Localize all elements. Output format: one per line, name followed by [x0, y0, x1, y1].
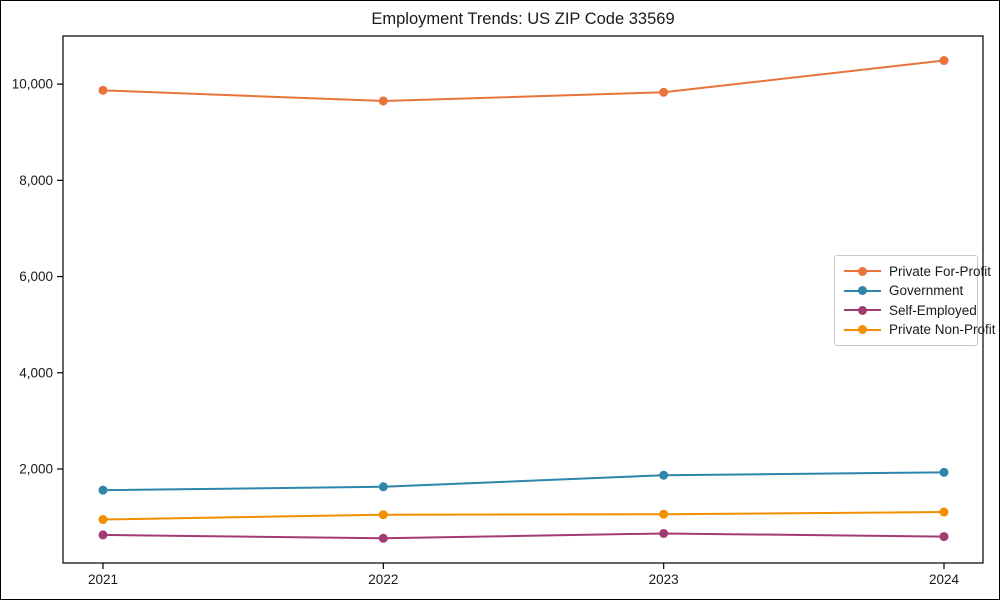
data-point-self-employed-2021	[98, 530, 108, 540]
data-point-private-non-profit-2024	[939, 507, 949, 517]
legend-label: Private For-Profit	[889, 263, 992, 279]
axes-layer: 2,000 4,000 6,000 8,000 10,000 2021 2022 2023 20…	[12, 77, 960, 587]
y-axis-tick-label: 10,000	[12, 77, 53, 92]
x-axis-tick-label: 2024	[929, 572, 960, 587]
data-point-private-for-profit-2023	[659, 87, 669, 97]
data-point-private-non-profit-2023	[659, 509, 669, 519]
data-point-private-for-profit-2024	[939, 56, 949, 66]
data-point-self-employed-2022	[378, 533, 388, 543]
legend-marker-icon	[844, 305, 881, 315]
legend-entry-private-for-profit: Private For-Profit	[844, 262, 991, 280]
data-point-government-2024	[939, 467, 949, 477]
legend-label: Government	[889, 283, 964, 299]
y-axis-tick-label: 4,000	[19, 365, 53, 380]
series-line-private-non-profit	[102, 511, 945, 521]
legend: Private For-Profit Government Self-Employe…	[834, 255, 996, 346]
legend-marker-icon	[844, 325, 881, 335]
data-point-private-for-profit-2021	[98, 85, 108, 95]
plot-border	[62, 35, 984, 564]
legend-entry-self-employed: Self-Employed	[844, 301, 977, 319]
series-line-government	[102, 471, 945, 492]
y-axis-tick-label: 8,000	[19, 173, 53, 188]
x-axis-tick-label: 2022	[368, 572, 398, 587]
y-axis-tick-label: 6,000	[19, 269, 53, 284]
data-point-self-employed-2024	[939, 532, 949, 542]
legend-entry-private-non-profit: Private Non-Profit	[844, 321, 996, 339]
chart-title: Employment Trends: US ZIP Code 33569	[371, 10, 674, 28]
data-point-private-for-profit-2022	[378, 96, 388, 106]
data-point-government-2021	[98, 485, 108, 495]
legend-entry-government: Government	[844, 282, 969, 300]
legend-label: Private Non-Profit	[889, 322, 996, 338]
x-axis-tick-label: 2021	[88, 572, 118, 587]
legend-marker-icon	[844, 286, 881, 296]
data-point-private-non-profit-2021	[98, 515, 108, 525]
series-line-self-employed	[102, 532, 945, 540]
data-point-government-2022	[378, 482, 388, 492]
legend-marker-icon	[844, 266, 881, 276]
data-point-government-2023	[659, 470, 669, 480]
series-layer	[98, 56, 949, 543]
data-point-private-non-profit-2022	[378, 510, 388, 520]
series-line-private-for-profit	[102, 59, 945, 102]
data-point-self-employed-2023	[659, 528, 669, 538]
legend-label: Self-Employed	[889, 302, 977, 318]
y-axis-tick-label: 2,000	[19, 461, 53, 476]
x-axis-tick-label: 2023	[649, 572, 679, 587]
